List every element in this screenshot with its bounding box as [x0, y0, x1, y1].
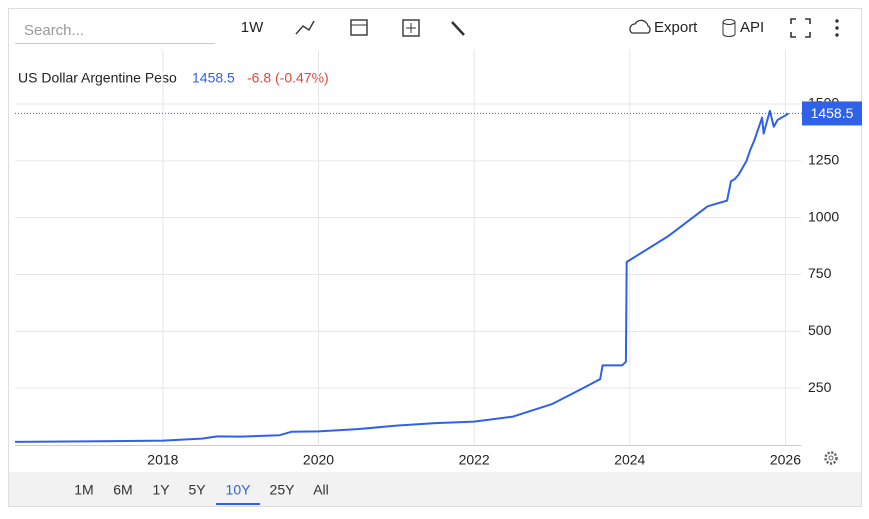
- range-selector: 1M 6M 1Y 5Y 10Y 25Y All: [74, 482, 329, 505]
- y-tick-label: 500: [808, 322, 832, 338]
- gear-icon[interactable]: [824, 451, 838, 465]
- range-option[interactable]: 1Y: [152, 482, 170, 498]
- x-tick-label: 2018: [147, 452, 178, 468]
- api-icon[interactable]: [722, 19, 736, 37]
- change: -6.8 (-0.47%): [247, 70, 329, 86]
- plot: 2505007501000125015002018202020222024202…: [14, 50, 862, 468]
- y-tick-label: 1250: [808, 152, 839, 168]
- search-box[interactable]: Search...: [24, 22, 84, 39]
- range-option[interactable]: 25Y: [270, 482, 296, 498]
- last-value: 1458.5: [192, 70, 235, 86]
- chart-type-icon[interactable]: [295, 20, 315, 35]
- export-icon[interactable]: [629, 19, 651, 34]
- x-tick-label: 2022: [459, 452, 490, 468]
- calendar-icon[interactable]: [350, 19, 368, 36]
- interval-button[interactable]: 1W: [241, 19, 264, 36]
- export-button[interactable]: Export: [654, 19, 698, 36]
- x-tick-label: 2024: [614, 452, 645, 468]
- series-name: US Dollar Argentine Peso: [18, 70, 177, 86]
- y-tick-label: 750: [808, 265, 832, 281]
- compare-icon[interactable]: [402, 19, 420, 37]
- x-tick-label: 2020: [303, 452, 334, 468]
- menu-icon[interactable]: [835, 19, 839, 37]
- range-option[interactable]: 10Y: [226, 482, 252, 498]
- api-button[interactable]: API: [740, 19, 764, 36]
- settings-wrench-icon[interactable]: [451, 21, 465, 36]
- range-option[interactable]: 5Y: [188, 482, 206, 498]
- range-option[interactable]: All: [313, 482, 329, 498]
- fullscreen-icon[interactable]: [790, 18, 811, 38]
- y-tick-label: 1000: [808, 208, 839, 224]
- last-price-label: 1458.5: [811, 105, 854, 121]
- y-tick-label: 250: [808, 379, 832, 395]
- range-option[interactable]: 6M: [113, 482, 132, 498]
- range-bar: [9, 472, 861, 506]
- price-line: [14, 109, 790, 443]
- last-price-tag: [802, 101, 862, 126]
- x-tick-label: 2026: [770, 452, 801, 468]
- range-option[interactable]: 1M: [74, 482, 93, 498]
